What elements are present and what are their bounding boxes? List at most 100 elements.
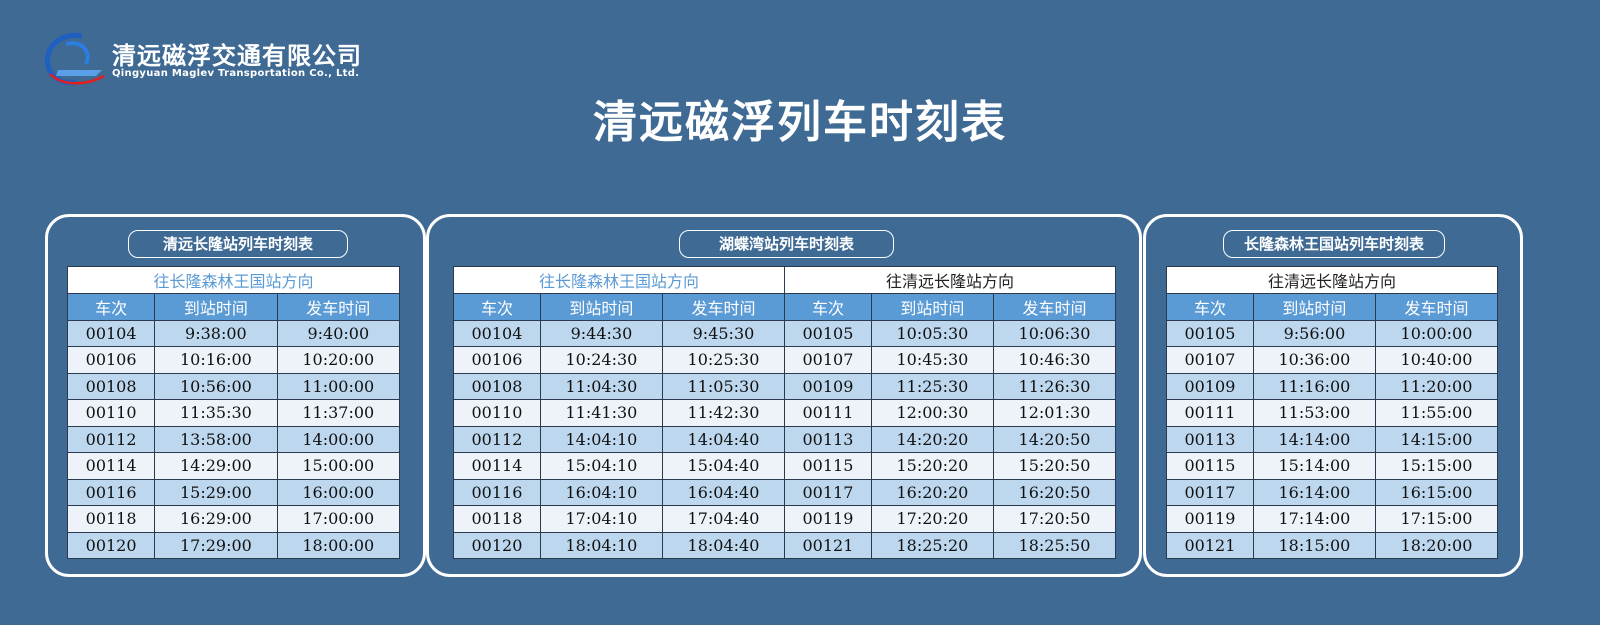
train-number-cell: 00106 (66, 346, 156, 374)
company-logo: 清远磁浮交通有限公司 Qingyuan Maglev Transportatio… (42, 30, 382, 90)
table-row: 00121 18:15:00 18:20:00 (1166, 531, 1499, 559)
column-header: 到站时间 (1252, 293, 1376, 321)
table-row: 00104 9:38:00 9:40:00 (66, 319, 401, 347)
panel-title: 清远长隆站列车时刻表 (128, 230, 348, 258)
table-row: 00120 17:29:00 18:00:00 (66, 531, 401, 559)
table-row: 00115 15:14:00 15:15:00 (1166, 452, 1499, 480)
arrival-time-cell: 14:14:00 (1252, 425, 1376, 453)
train-number-cell: 00115 (783, 452, 872, 480)
arrival-time-cell: 16:29:00 (154, 505, 278, 533)
table-row: 00112 14:04:10 14:04:40 00113 14:20:20 14:20:… (453, 425, 1117, 453)
train-number-cell: 00111 (1166, 399, 1254, 427)
departure-time-cell: 17:15:00 (1374, 505, 1499, 533)
departure-time-cell: 18:00:00 (276, 531, 401, 559)
departure-time-cell: 16:15:00 (1374, 478, 1499, 506)
train-number-cell: 00107 (1166, 346, 1254, 374)
column-header: 车次 (453, 293, 541, 321)
departure-time-cell: 15:00:00 (276, 452, 401, 480)
departure-time-cell: 10:06:30 (992, 319, 1117, 347)
column-header: 发车时间 (992, 293, 1117, 321)
train-number-cell: 00116 (453, 478, 541, 506)
arrival-time-cell: 18:25:20 (870, 531, 994, 559)
train-number-cell: 00109 (1166, 372, 1254, 400)
panel-title: 长隆森林王国站列车时刻表 (1223, 230, 1445, 258)
departure-time-cell: 14:04:40 (661, 425, 785, 453)
train-number-cell: 00118 (453, 505, 541, 533)
column-header: 车次 (783, 293, 872, 321)
table-row: 00120 18:04:10 18:04:40 00121 18:25:20 18:25:… (453, 531, 1117, 559)
page-title: 清远磁浮列车时刻表 (593, 97, 1007, 148)
company-name-cn: 清远磁浮交通有限公司 (112, 42, 362, 70)
header-row: 车次 到站时间 发车时间 (66, 293, 401, 321)
arrival-time-cell: 9:44:30 (539, 319, 663, 347)
table-row: 00105 9:56:00 10:00:00 (1166, 319, 1499, 347)
train-number-cell: 00118 (66, 505, 156, 533)
departure-time-cell: 16:04:40 (661, 478, 785, 506)
direction-label: 往清远长隆站方向 (1166, 266, 1498, 294)
table-row: 00116 15:29:00 16:00:00 (66, 478, 401, 506)
station-panel-hudiewan: 湖蝶湾站列车时刻表 往长隆森林王国站方向 往清远长隆站方向 车次 到站时间 发车时间 车次… (426, 214, 1142, 577)
departure-time-cell: 17:00:00 (276, 505, 401, 533)
direction-row: 往清远长隆站方向 (1166, 266, 1498, 294)
departure-time-cell: 16:00:00 (276, 478, 401, 506)
arrival-time-cell: 14:20:20 (870, 425, 994, 453)
departure-time-cell: 14:15:00 (1374, 425, 1499, 453)
train-number-cell: 00112 (66, 425, 156, 453)
column-header: 发车时间 (661, 293, 785, 321)
table-row: 00114 15:04:10 15:04:40 00115 15:20:20 15:20:… (453, 452, 1117, 480)
departure-time-cell: 9:45:30 (661, 319, 785, 347)
train-number-cell: 00109 (783, 372, 872, 400)
direction-row: 往长隆森林王国站方向 (67, 266, 400, 294)
arrival-time-cell: 15:04:10 (539, 452, 663, 480)
train-number-cell: 00119 (783, 505, 872, 533)
arrival-time-cell: 11:04:30 (539, 372, 663, 400)
table-row: 00107 10:36:00 10:40:00 (1166, 346, 1499, 374)
arrival-time-cell: 10:16:00 (154, 346, 278, 374)
header-row: 车次 到站时间 发车时间 (1166, 293, 1499, 321)
table-row: 00118 17:04:10 17:04:40 00119 17:20:20 17:20:… (453, 505, 1117, 533)
table-row: 00119 17:14:00 17:15:00 (1166, 505, 1499, 533)
train-number-cell: 00105 (1166, 319, 1254, 347)
train-number-cell: 00114 (453, 452, 541, 480)
departure-time-cell: 18:25:50 (992, 531, 1117, 559)
train-number-cell: 00104 (453, 319, 541, 347)
departure-time-cell: 11:42:30 (661, 399, 785, 427)
departure-time-cell: 11:05:30 (661, 372, 785, 400)
train-number-cell: 00116 (66, 478, 156, 506)
departure-time-cell: 11:55:00 (1374, 399, 1499, 427)
departure-time-cell: 18:20:00 (1374, 531, 1499, 559)
train-number-cell: 00108 (66, 372, 156, 400)
train-number-cell: 00113 (1166, 425, 1254, 453)
arrival-time-cell: 18:15:00 (1252, 531, 1376, 559)
train-number-cell: 00104 (66, 319, 156, 347)
train-number-cell: 00117 (783, 478, 872, 506)
arrival-time-cell: 11:35:30 (154, 399, 278, 427)
departure-time-cell: 10:00:00 (1374, 319, 1499, 347)
arrival-time-cell: 12:00:30 (870, 399, 994, 427)
column-header: 车次 (1166, 293, 1254, 321)
arrival-time-cell: 16:14:00 (1252, 478, 1376, 506)
train-number-cell: 00113 (783, 425, 872, 453)
company-name-en: Qingyuan Maglev Transportation Co., Ltd. (112, 68, 360, 79)
departure-time-cell: 16:20:50 (992, 478, 1117, 506)
departure-time-cell: 11:37:00 (276, 399, 401, 427)
table-row: 00117 16:14:00 16:15:00 (1166, 478, 1499, 506)
table-row: 00109 11:16:00 11:20:00 (1166, 372, 1499, 400)
arrival-time-cell: 17:14:00 (1252, 505, 1376, 533)
departure-time-cell: 15:15:00 (1374, 452, 1499, 480)
arrival-time-cell: 14:04:10 (539, 425, 663, 453)
arrival-time-cell: 13:58:00 (154, 425, 278, 453)
departure-time-cell: 18:04:40 (661, 531, 785, 559)
arrival-time-cell: 11:16:00 (1252, 372, 1376, 400)
train-number-cell: 00106 (453, 346, 541, 374)
column-header: 发车时间 (276, 293, 401, 321)
departure-time-cell: 11:26:30 (992, 372, 1117, 400)
station-panel-changlong-forest: 长隆森林王国站列车时刻表 往清远长隆站方向 车次 到站时间 发车时间 00105 9:56… (1143, 214, 1523, 577)
departure-time-cell: 15:04:40 (661, 452, 785, 480)
arrival-time-cell: 14:29:00 (154, 452, 278, 480)
train-number-cell: 00117 (1166, 478, 1254, 506)
train-number-cell: 00112 (453, 425, 541, 453)
arrival-time-cell: 16:20:20 (870, 478, 994, 506)
table-row: 00118 16:29:00 17:00:00 (66, 505, 401, 533)
departure-time-cell: 12:01:30 (992, 399, 1117, 427)
